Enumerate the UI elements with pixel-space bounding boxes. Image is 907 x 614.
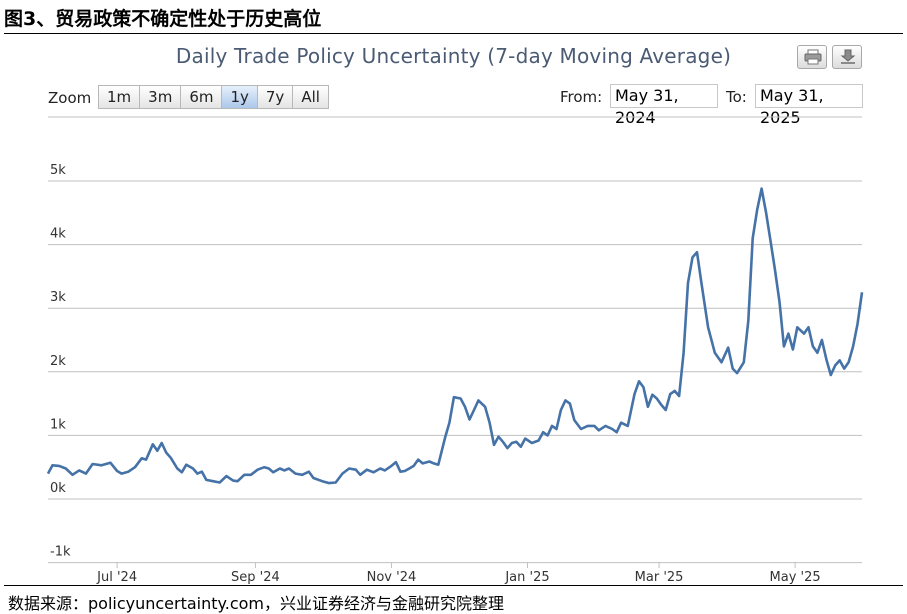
y-tick-label: 2k: [50, 354, 66, 369]
x-tick-label: May '25: [770, 570, 821, 585]
x-tick-label: Jan '25: [504, 570, 549, 585]
x-tick-label: Nov '24: [367, 570, 417, 585]
y-tick-label: 1k: [50, 417, 66, 432]
title-divider: [4, 33, 903, 34]
y-tick-label: 5k: [50, 163, 66, 178]
y-tick-label: 0k: [50, 481, 66, 496]
from-date-input[interactable]: May 31, 2024: [610, 84, 718, 127]
download-button[interactable]: [832, 45, 862, 69]
zoom-button-group: 1m 3m 6m 1y 7y All: [98, 85, 329, 109]
series-line: [46, 187, 864, 485]
footer-divider: [4, 585, 903, 586]
source-note: 数据来源：policyuncertainty.com，兴业证券经济与金融研究院整…: [8, 594, 504, 613]
y-axis-ticks: -1k 0k 1k 2k 3k 4k 5k: [50, 163, 71, 560]
y-tick-label: -1k: [50, 545, 71, 560]
print-icon: [804, 49, 822, 65]
x-tick-label: Jul '24: [96, 570, 137, 585]
y-tick-label: 3k: [50, 290, 66, 305]
gridlines: [48, 116, 862, 564]
x-axis-ticks: Jul '24 Sep '24 Nov '24 Jan '25 Mar '25 May '…: [96, 562, 821, 585]
zoom-3m-button[interactable]: 3m: [139, 85, 182, 109]
chart-title: Daily Trade Policy Uncertainty (7-day Mo…: [175, 44, 732, 68]
x-tick-label: Sep '24: [231, 570, 280, 585]
download-icon: [840, 49, 856, 64]
zoom-6m-button[interactable]: 6m: [180, 85, 223, 109]
zoom-label: Zoom: [48, 89, 92, 107]
print-button[interactable]: [797, 45, 827, 69]
figure-title: 图3、贸易政策不确定性处于历史高位: [4, 8, 322, 30]
y-tick-label: 4k: [50, 227, 66, 242]
to-label: To:: [726, 88, 747, 106]
line-chart: -1k 0k 1k 2k 3k 4k 5k Jul '24 Sep '24 Nov '24 Jan…: [46, 116, 864, 585]
zoom-1m-button[interactable]: 1m: [98, 85, 141, 109]
x-tick-label: Mar '25: [635, 570, 684, 585]
zoom-1y-button[interactable]: 1y: [221, 85, 258, 109]
zoom-all-button[interactable]: All: [292, 85, 329, 109]
from-label: From:: [560, 88, 603, 106]
